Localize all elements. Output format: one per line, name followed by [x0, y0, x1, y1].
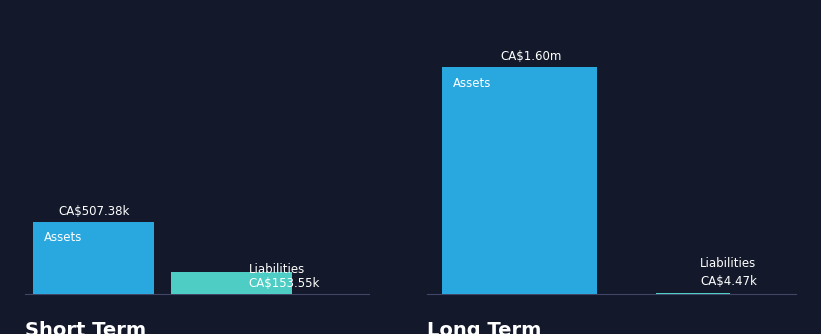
Bar: [656, 293, 730, 294]
Text: Liabilities: Liabilities: [700, 257, 757, 270]
Text: Liabilities: Liabilities: [249, 263, 305, 276]
Text: CA$1.60m: CA$1.60m: [501, 50, 562, 63]
Bar: [171, 272, 291, 294]
Text: Assets: Assets: [44, 231, 82, 244]
Text: CA$507.38k: CA$507.38k: [58, 205, 129, 217]
Text: Assets: Assets: [453, 76, 491, 90]
Bar: [442, 67, 597, 294]
Bar: [33, 222, 154, 294]
Text: CA$153.55k: CA$153.55k: [249, 277, 320, 290]
Text: CA$4.47k: CA$4.47k: [700, 275, 757, 288]
Text: Short Term: Short Term: [25, 321, 146, 334]
Text: Long Term: Long Term: [427, 321, 541, 334]
